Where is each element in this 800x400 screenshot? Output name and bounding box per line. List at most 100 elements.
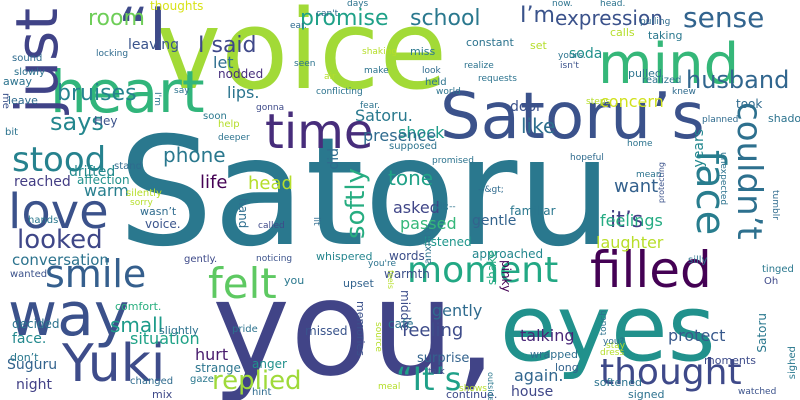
- word-say: I'm: [152, 92, 162, 106]
- word-head-dot: realize: [464, 61, 494, 71]
- word-decided: don’t: [10, 351, 39, 364]
- word-looked: looked: [17, 225, 103, 255]
- word-passed: passed: [400, 214, 457, 233]
- word-door: door: [510, 99, 542, 115]
- word-voice-dot: voice.: [145, 217, 181, 231]
- word-asked: asked: [393, 198, 440, 217]
- word-tinged: changed: [130, 376, 174, 387]
- word-upset: wasn’t: [140, 205, 177, 218]
- word-years: years: [691, 129, 707, 168]
- word-dress: meal: [378, 382, 401, 392]
- word-anger: upset: [343, 277, 374, 290]
- word-expression: expression: [555, 6, 663, 30]
- word-love: love: [8, 184, 109, 240]
- word-feeling: feeling: [402, 320, 464, 341]
- word-situation: situation: [130, 329, 200, 348]
- word-noticing: gonna: [256, 103, 285, 113]
- word-im-small: conflicting: [316, 87, 363, 97]
- word-fear: ear.: [290, 21, 307, 31]
- word-eyes: eyes: [500, 275, 716, 382]
- word-days: can't: [316, 9, 339, 19]
- word-conversation: conversation: [12, 251, 109, 269]
- word-conflicting: anxiety: [423, 227, 434, 265]
- word-hand: memories: [354, 301, 367, 357]
- word-protect: protect: [668, 326, 726, 345]
- word-seen: air: [324, 72, 336, 82]
- word-bruises: bruises: [57, 81, 137, 106]
- word-oh: tinged: [762, 264, 794, 275]
- word-constant: now.: [552, 0, 573, 9]
- word-deeper: soon: [203, 111, 227, 122]
- word-hands: me: [0, 93, 11, 109]
- word-softly: softly: [341, 168, 371, 239]
- word-calls: pulling: [640, 17, 671, 27]
- word-touch: miss: [410, 45, 436, 58]
- word-locking: seen: [294, 59, 316, 69]
- word-laughter: laughter: [596, 233, 664, 252]
- word-satoru-dot: Satoru.: [355, 106, 413, 125]
- word-world: look: [422, 66, 441, 76]
- word-want: want: [614, 176, 659, 197]
- word-shake: familiar: [510, 204, 556, 218]
- word-sense: sense: [683, 1, 765, 34]
- word-lips: lips.: [227, 83, 260, 102]
- word-drifted: drifted: [69, 164, 116, 180]
- word-gently: gently: [432, 301, 483, 320]
- word-listened: middle: [398, 290, 412, 331]
- word-phone: phone: [163, 143, 226, 167]
- word-voice: voice: [156, 0, 448, 114]
- word-hopeful: mean: [636, 170, 662, 180]
- word-familiar: surprise: [417, 351, 470, 366]
- word-did: did: [326, 148, 342, 170]
- word-face-dot: face.: [12, 331, 47, 347]
- word-warmth: words: [389, 249, 425, 263]
- word-satorus: Satoru’s: [440, 80, 705, 154]
- word-leave: away: [3, 75, 32, 88]
- word-sorry: called: [258, 221, 285, 231]
- word-taking: pulled: [628, 67, 662, 80]
- word-soda: soda: [569, 46, 603, 62]
- word-away: bit: [5, 127, 19, 138]
- word-caught: approached: [472, 247, 544, 261]
- word-source: feels: [386, 270, 395, 290]
- word-protecting: unexpected: [718, 152, 728, 206]
- word-feelings: feelings: [600, 211, 663, 230]
- word-its-quote: “It’s: [396, 360, 462, 398]
- word-tone: tone: [388, 166, 434, 190]
- word-way: way: [8, 280, 130, 350]
- word-again: again.: [514, 366, 564, 385]
- word-satoru-small: sighed: [787, 346, 798, 380]
- word-sound: slowly: [14, 67, 45, 78]
- word-night: night: [16, 377, 53, 393]
- word-wanted: hint: [252, 387, 272, 398]
- word-whispered: hand: [236, 198, 250, 229]
- word-pinky: pinky: [499, 260, 513, 293]
- word-tumblr: promised: [432, 156, 474, 166]
- word-ear: days: [347, 0, 369, 9]
- word-gently-dot: noticing: [256, 254, 293, 264]
- word-promised: supposed: [389, 141, 438, 152]
- word-mean: protecting: [657, 162, 666, 204]
- word-husband: husband: [686, 66, 790, 94]
- word-approached: listened: [424, 235, 472, 249]
- word-signed: watched: [738, 387, 777, 397]
- word-bit: wanted: [10, 269, 48, 280]
- word-smile: smile: [45, 252, 147, 296]
- word-set: yours.: [558, 51, 586, 61]
- word-quote-i: “I: [118, 0, 167, 65]
- word-like: like: [521, 114, 556, 138]
- word-arrow-right: &lt;--: [433, 202, 456, 212]
- word-held: world: [436, 87, 461, 97]
- word-eyes-dot: moments: [704, 354, 756, 367]
- word-hurt: hurt: [195, 345, 229, 364]
- word-wasnt: slightly: [159, 324, 199, 337]
- word-warm: warm: [84, 181, 129, 200]
- word-now: head.: [600, 0, 626, 9]
- word-look: make: [364, 66, 389, 76]
- word-presence: presence: [363, 126, 437, 145]
- word-head: head: [248, 173, 293, 194]
- word-unexpected: tumblr: [770, 190, 780, 220]
- word-stay: you?: [603, 337, 625, 347]
- word-home: hopeful: [570, 153, 604, 163]
